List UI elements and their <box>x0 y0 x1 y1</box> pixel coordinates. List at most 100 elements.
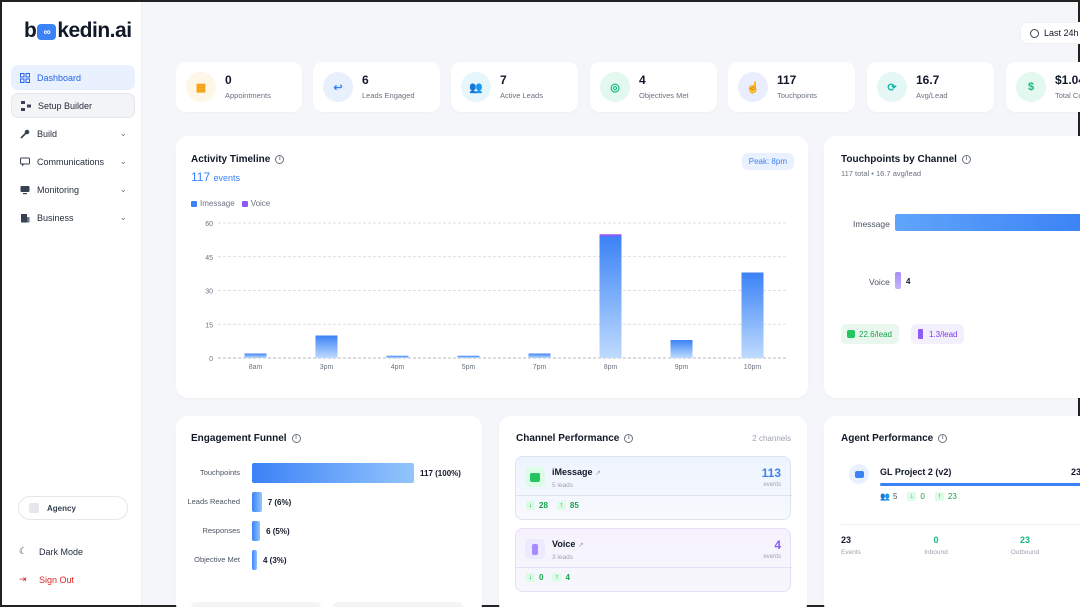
time-range-label: Last 24h <box>1044 28 1079 38</box>
funnel-row: Objective Met 4 (3%) <box>176 550 476 570</box>
agent-stat-events: 23 Events <box>841 535 861 556</box>
stat-label: Objectives Met <box>639 91 689 100</box>
target-icon: ◎ <box>600 72 630 102</box>
bar-voice[interactable] <box>599 234 622 237</box>
channel-card-voice[interactable]: Voice ↗ 3 leads 4 events ↓ 0 ↑ 4 <box>515 528 792 592</box>
y-tick-label: 60 <box>205 221 213 228</box>
sidebar-item-setup-builder[interactable]: Setup Builder <box>11 93 135 118</box>
funnel-bar <box>252 550 257 570</box>
channel-performance-title: Channel Performance i <box>516 433 634 444</box>
bar-imessage[interactable] <box>741 272 764 359</box>
chevron-down-icon: ⌄ <box>119 184 127 194</box>
external-link-icon[interactable]: ↗ <box>595 470 601 477</box>
chip-label: 1.3/lead <box>929 329 958 339</box>
channel-name-text: iMessage <box>552 467 593 477</box>
stat-card-avg-lead[interactable]: ⟳ 16.7 Avg/Lead <box>867 62 994 112</box>
info-icon[interactable]: i <box>275 155 285 164</box>
arrow-down-icon: ↓ <box>526 501 535 510</box>
users-icon: 👥 <box>461 72 491 102</box>
touchpoints-subtitle: 117 total • 16.7 avg/lead <box>841 169 922 178</box>
logo[interactable]: b ∞ kedin.ai <box>24 19 132 43</box>
agent-inbound: 0 <box>920 492 925 501</box>
bar-imessage[interactable] <box>670 340 693 358</box>
arrow-down-icon: ↓ <box>526 573 535 582</box>
flow-icon <box>20 100 31 111</box>
channel-count: 2 channels <box>752 434 791 443</box>
refresh-icon: ⟳ <box>877 72 907 102</box>
x-tick-label: 8am <box>249 364 263 371</box>
dark-mode-toggle[interactable]: ☾ Dark Mode <box>19 546 83 557</box>
agency-label: Agency <box>47 503 76 513</box>
sidebar-item-business[interactable]: Business ⌄ <box>11 205 135 230</box>
bar-imessage[interactable] <box>244 353 267 359</box>
channel-events-value: 113 <box>761 466 781 480</box>
x-tick-label: 8pm <box>604 364 618 371</box>
imessage-icon <box>525 467 545 487</box>
bar-imessage[interactable] <box>599 236 622 359</box>
chevron-down-icon: ⌄ <box>119 128 127 138</box>
stat-value: 7 <box>500 73 507 87</box>
sidebar-item-label: Setup Builder <box>38 100 93 111</box>
funnel-value: 6 (5%) <box>266 527 290 536</box>
info-icon[interactable]: i <box>624 434 634 443</box>
bar-imessage[interactable] <box>386 355 409 358</box>
agent-total: 23 <box>1071 467 1080 477</box>
voice-icon <box>525 539 545 559</box>
time-range-selector[interactable]: Last 24h <box>1020 22 1080 44</box>
stat-label: Touchpoints <box>777 91 818 100</box>
sidebar-item-communications[interactable]: Communications ⌄ <box>11 149 135 174</box>
divider <box>841 524 1080 525</box>
agent-meta: 👥 5 ↓ 0 ↑ 23 <box>880 492 957 501</box>
funnel-value: 117 (100%) <box>420 469 461 478</box>
pointer-icon: ☝ <box>738 72 768 102</box>
agent-performance-card: Agent Performance i GL Project 2 (v2) 23 … <box>824 416 1080 607</box>
channel-performance-card: Channel Performance i 2 channels iMessage… <box>499 416 807 607</box>
reply-icon: ↩ <box>323 72 353 102</box>
sidebar-item-label: Communications <box>37 156 105 167</box>
channel-card-imessage[interactable]: iMessage ↗ 5 leads 113 events ↓ 28 ↑ 85 <box>515 456 792 520</box>
stat-value: 0 <box>225 73 232 87</box>
inbound-count: 28 <box>539 501 548 510</box>
agent-name[interactable]: GL Project 2 (v2) <box>880 467 952 477</box>
info-icon[interactable]: i <box>961 155 971 164</box>
stat-card-appointments[interactable]: ▦ 0 Appointments <box>176 62 302 112</box>
info-icon[interactable]: i <box>938 434 948 443</box>
arrow-up-icon: ↑ <box>934 492 944 501</box>
sidebar-item-build[interactable]: Build ⌄ <box>11 121 135 146</box>
stat-label: Appointments <box>225 91 271 100</box>
legend-label-imessage: Imessage <box>200 199 235 208</box>
funnel-footer-placeholder <box>333 602 463 607</box>
sidebar-item-label: Monitoring <box>37 184 80 195</box>
x-tick-label: 3pm <box>320 364 334 371</box>
sign-out-label: Sign Out <box>39 574 75 585</box>
sidebar-item-dashboard[interactable]: Dashboard <box>11 65 135 90</box>
stat-value: 6 <box>362 73 369 87</box>
stat-card-active-leads[interactable]: 👥 7 Active Leads <box>451 62 578 112</box>
stat-card-touchpoints[interactable]: ☝ 117 Touchpoints <box>728 62 855 112</box>
agency-switcher[interactable]: Agency <box>18 496 128 520</box>
bar-imessage[interactable] <box>315 335 338 359</box>
channel-direction-stats: ↓ 28 ↑ 85 <box>526 501 579 510</box>
sidebar-item-monitoring[interactable]: Monitoring ⌄ <box>11 177 135 202</box>
stat-card-objectives-met[interactable]: ◎ 4 Objectives Met <box>590 62 717 112</box>
info-icon[interactable]: i <box>291 434 301 443</box>
chart-legend: Imessage Voice <box>191 199 270 208</box>
logo-mark: ∞ <box>37 24 57 40</box>
monitor-icon <box>19 184 30 195</box>
moon-icon: ☾ <box>19 546 28 556</box>
sidebar-item-label: Business <box>37 212 74 223</box>
event-count-value: 117 <box>191 170 211 184</box>
stat-card-leads-engaged[interactable]: ↩ 6 Leads Engaged <box>313 62 440 112</box>
card-title-text: Agent Performance <box>841 433 934 444</box>
bar-imessage[interactable] <box>457 355 480 358</box>
card-title-text: Activity Timeline <box>191 154 271 165</box>
stat-card-total-co[interactable]: $ $1.04 Total Co <box>1006 62 1080 112</box>
grid-icon <box>19 72 30 83</box>
sign-out-button[interactable]: ⇥ Sign Out <box>19 574 74 585</box>
chevron-down-icon: ⌄ <box>119 212 127 222</box>
stat-value: 23 <box>841 535 852 545</box>
funnel-value: 4 (3%) <box>263 556 287 565</box>
agent-performance-title: Agent Performance i <box>841 433 948 444</box>
external-link-icon[interactable]: ↗ <box>577 542 584 549</box>
bar-imessage[interactable] <box>528 353 551 359</box>
